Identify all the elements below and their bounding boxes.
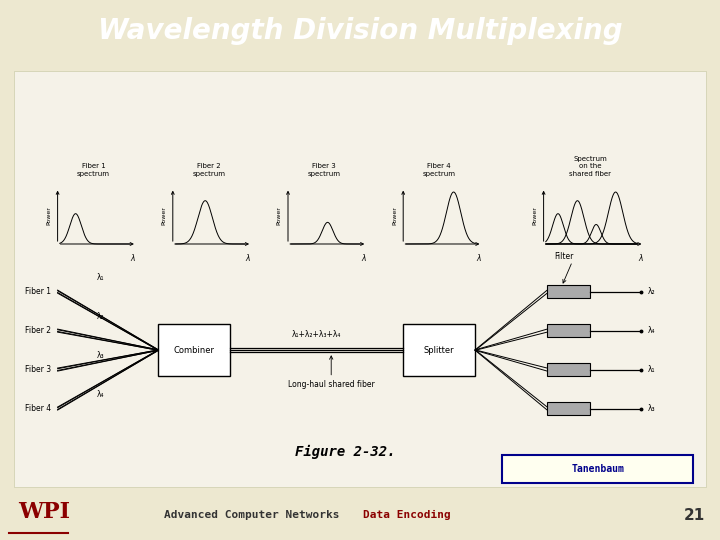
- Text: Tanenbaum: Tanenbaum: [571, 464, 624, 474]
- Text: Fiber 3
spectrum: Fiber 3 spectrum: [307, 164, 341, 177]
- Text: Wavelength Division Multiplexing: Wavelength Division Multiplexing: [98, 17, 622, 45]
- Text: $\lambda$: $\lambda$: [638, 252, 644, 263]
- Text: Data Encoding: Data Encoding: [363, 510, 451, 521]
- Text: $\lambda$: $\lambda$: [361, 252, 366, 263]
- Text: $\lambda$: $\lambda$: [476, 252, 482, 263]
- Text: Splitter: Splitter: [424, 346, 454, 355]
- Text: Fiber 1: Fiber 1: [25, 287, 51, 296]
- Text: Fiber 3: Fiber 3: [25, 365, 51, 374]
- FancyBboxPatch shape: [547, 363, 590, 376]
- FancyBboxPatch shape: [403, 324, 475, 376]
- FancyBboxPatch shape: [547, 402, 590, 415]
- Text: λ₃: λ₃: [648, 404, 656, 413]
- Text: Power: Power: [533, 206, 537, 225]
- Text: WPI: WPI: [18, 501, 70, 523]
- Text: Spectrum
on the
shared fiber: Spectrum on the shared fiber: [570, 156, 611, 177]
- FancyBboxPatch shape: [158, 324, 230, 376]
- Text: Long-haul shared fiber: Long-haul shared fiber: [288, 356, 374, 389]
- Text: Fiber 1
spectrum: Fiber 1 spectrum: [77, 164, 110, 177]
- Text: λ₃: λ₃: [96, 351, 104, 360]
- Text: λ₁: λ₁: [96, 273, 104, 282]
- FancyBboxPatch shape: [547, 285, 590, 298]
- Text: $\lambda$: $\lambda$: [246, 252, 251, 263]
- FancyBboxPatch shape: [547, 324, 590, 337]
- Text: $\lambda$: $\lambda$: [130, 252, 136, 263]
- Text: Filter: Filter: [554, 253, 574, 261]
- Text: Combiner: Combiner: [174, 346, 215, 355]
- Text: λ₁+λ₂+λ₃+λ₄: λ₁+λ₂+λ₃+λ₄: [292, 330, 341, 339]
- Text: Power: Power: [392, 206, 397, 225]
- Text: Fiber 4: Fiber 4: [25, 404, 51, 413]
- Text: Power: Power: [162, 206, 166, 225]
- Text: Fiber 2
spectrum: Fiber 2 spectrum: [192, 164, 225, 177]
- Text: Fiber 2: Fiber 2: [25, 326, 51, 335]
- Text: Fiber 4
spectrum: Fiber 4 spectrum: [423, 164, 456, 177]
- Text: 21: 21: [684, 508, 706, 523]
- Text: Power: Power: [277, 206, 282, 225]
- Text: λ₂: λ₂: [96, 312, 104, 321]
- FancyBboxPatch shape: [14, 71, 706, 487]
- Text: Figure 2-32.: Figure 2-32.: [295, 445, 396, 459]
- Text: λ₂: λ₂: [648, 287, 656, 296]
- Text: λ₄: λ₄: [648, 326, 655, 335]
- Text: Advanced Computer Networks: Advanced Computer Networks: [164, 510, 340, 521]
- Text: Power: Power: [47, 206, 51, 225]
- Text: λ₁: λ₁: [648, 365, 655, 374]
- Text: λ₄: λ₄: [96, 390, 104, 399]
- FancyBboxPatch shape: [502, 455, 693, 483]
